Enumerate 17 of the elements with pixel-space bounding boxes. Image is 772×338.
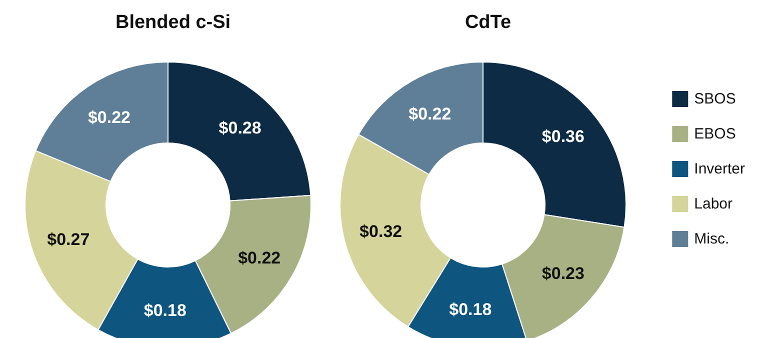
data-label: $0.18 xyxy=(449,300,492,320)
data-label: $0.23 xyxy=(542,264,584,284)
legend-label: EBOS xyxy=(694,126,736,142)
legend-label: Misc. xyxy=(694,230,730,248)
data-label: $0.28 xyxy=(218,118,262,138)
data-label: $0.22 xyxy=(88,108,131,127)
chart-title: CdTe xyxy=(464,12,512,33)
data-label: $0.22 xyxy=(238,248,281,268)
legend-label: SBOS xyxy=(694,90,736,108)
data-label: $0.22 xyxy=(408,104,452,124)
data-label: $0.18 xyxy=(144,300,186,320)
data-label: $0.32 xyxy=(360,222,402,241)
legend-label: Inverter xyxy=(694,160,746,178)
data-label: $0.27 xyxy=(47,230,90,250)
chart-title: Blended c-Si xyxy=(115,12,231,33)
data-label: $0.36 xyxy=(542,126,584,146)
legend-label: Labor xyxy=(694,196,733,212)
